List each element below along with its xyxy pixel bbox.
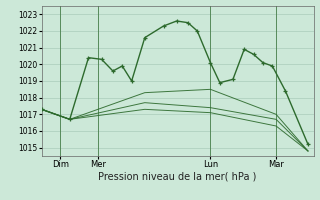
X-axis label: Pression niveau de la mer( hPa ): Pression niveau de la mer( hPa ) xyxy=(99,172,257,182)
